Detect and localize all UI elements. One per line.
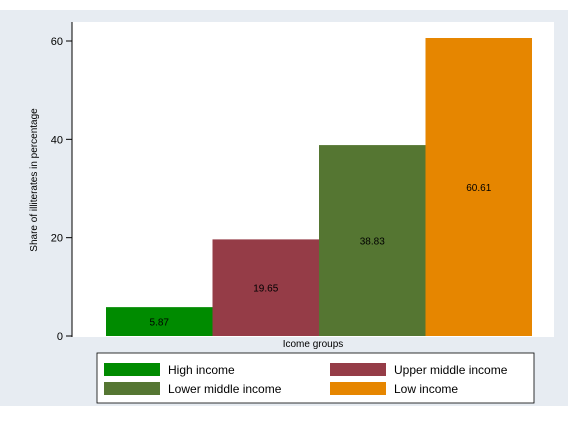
y-tick-group: 0 20 40 60 (51, 36, 72, 343)
legend-swatch (330, 382, 386, 395)
bar-value-label: 60.61 (466, 183, 491, 194)
bar-lower-middle-income (319, 145, 426, 336)
bar-low-income (425, 38, 532, 337)
bar-value-label: 38.83 (360, 237, 385, 248)
bars-group: 5.87 19.65 38.83 60.61 (106, 38, 532, 337)
bar-high-income (106, 307, 213, 336)
legend-swatch (330, 363, 386, 376)
x-axis-label: Icome groups (283, 339, 344, 350)
legend-label: High income (168, 363, 235, 377)
y-axis-label: Share of illiterates in percentage (29, 108, 40, 252)
y-tick-label: 40 (51, 134, 63, 146)
legend-swatch (104, 382, 160, 395)
bar-value-label: 5.87 (150, 318, 170, 329)
legend-label: Low income (394, 382, 458, 396)
legend: High income Upper middle income Lower midd… (96, 352, 535, 404)
legend-label: Upper middle income (394, 363, 508, 377)
y-tick-label: 60 (51, 36, 63, 48)
bar-value-label: 19.65 (253, 284, 278, 295)
y-tick-label: 20 (51, 233, 63, 245)
y-tick-label: 0 (57, 331, 63, 343)
bar-upper-middle-income (212, 239, 319, 336)
legend-swatch (104, 363, 160, 376)
legend-label: Lower middle income (168, 382, 282, 396)
